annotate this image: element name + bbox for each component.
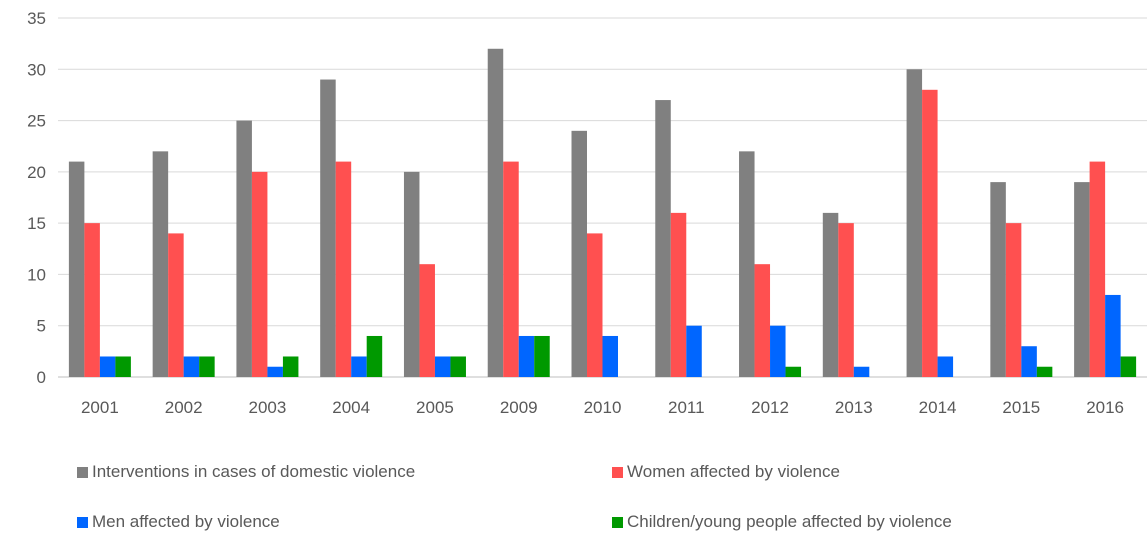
bar-women-2013 [838,223,854,377]
bar-men-2014 [937,356,954,377]
bar-women-2014 [922,89,938,378]
bar-children-2005 [450,356,466,377]
x-tick-label-2012: 2012 [751,398,789,417]
bar-women-2016 [1089,161,1106,377]
bar-interventions-2002 [152,151,169,377]
bar-interventions-2009 [487,48,504,378]
y-axis-tick-labels: 0 5 10 15 20 25 30 35 [27,9,46,387]
bar-men-2001 [99,356,116,377]
bar-women-2005 [419,264,435,377]
bar-women-2002 [168,233,184,377]
bar-men-2013 [853,366,870,377]
bar-children-2012 [785,366,802,377]
bar-children-2016 [1120,356,1137,377]
x-tick-label-2002: 2002 [165,398,203,417]
y-tick-label: 5 [37,317,46,336]
bar-interventions-2005 [403,171,420,377]
x-tick-label-2016: 2016 [1086,398,1124,417]
x-tick-label-2001: 2001 [81,398,119,417]
y-tick-label: 30 [27,60,46,79]
bar-women-2011 [670,212,687,377]
bar-men-2015 [1021,346,1037,377]
bars [68,48,1137,378]
bar-men-2009 [518,335,535,377]
x-tick-label-2015: 2015 [1002,398,1040,417]
bar-children-2001 [115,356,131,377]
bar-men-2016 [1105,294,1121,377]
x-tick-label-2010: 2010 [584,398,622,417]
y-tick-label: 35 [27,9,46,28]
bar-children-2003 [282,356,299,377]
bar-men-2011 [686,325,702,377]
bar-interventions-2012 [739,151,755,377]
bar-children-2002 [199,356,215,377]
bar-interventions-2013 [822,212,839,377]
bar-women-2009 [503,161,519,377]
bar-men-2012 [770,325,786,377]
x-tick-label-2013: 2013 [835,398,873,417]
bar-interventions-2010 [571,130,587,377]
y-tick-label: 25 [27,112,46,131]
bar-men-2010 [602,335,618,377]
x-tick-label-2005: 2005 [416,398,454,417]
bar-women-2004 [335,161,352,377]
bar-women-2015 [1005,223,1022,377]
bar-women-2003 [251,171,268,377]
x-axis-tick-labels: 2001 2002 2003 2004 2005 2009 2010 2011 2012 2013… [81,398,1124,417]
x-tick-label-2003: 2003 [249,398,287,417]
bar-children-2004 [366,335,383,377]
bar-men-2004 [351,356,367,377]
bar-children-2009 [534,335,550,377]
bar-children-2015 [1036,366,1053,377]
bar-interventions-2001 [68,161,85,377]
bar-men-2002 [183,356,200,377]
bar-interventions-2003 [236,120,252,378]
bar-women-2010 [587,233,603,377]
bar-women-2012 [754,264,771,377]
y-tick-label: 10 [27,265,46,284]
bar-interventions-2016 [1074,182,1090,377]
x-tick-label-2011: 2011 [668,398,705,417]
x-tick-label-2009: 2009 [500,398,538,417]
y-tick-label: 15 [27,214,46,233]
bar-interventions-2015 [990,182,1006,377]
x-tick-label-2004: 2004 [332,398,370,417]
bar-women-2001 [84,223,100,377]
y-tick-label: 0 [37,368,46,387]
bar-interventions-2014 [906,69,923,378]
bar-men-2003 [267,366,283,377]
y-tick-label: 20 [27,163,46,182]
bar-interventions-2011 [655,100,671,378]
x-tick-label-2014: 2014 [919,398,957,417]
bar-interventions-2004 [320,79,336,378]
bar-men-2005 [434,356,451,377]
